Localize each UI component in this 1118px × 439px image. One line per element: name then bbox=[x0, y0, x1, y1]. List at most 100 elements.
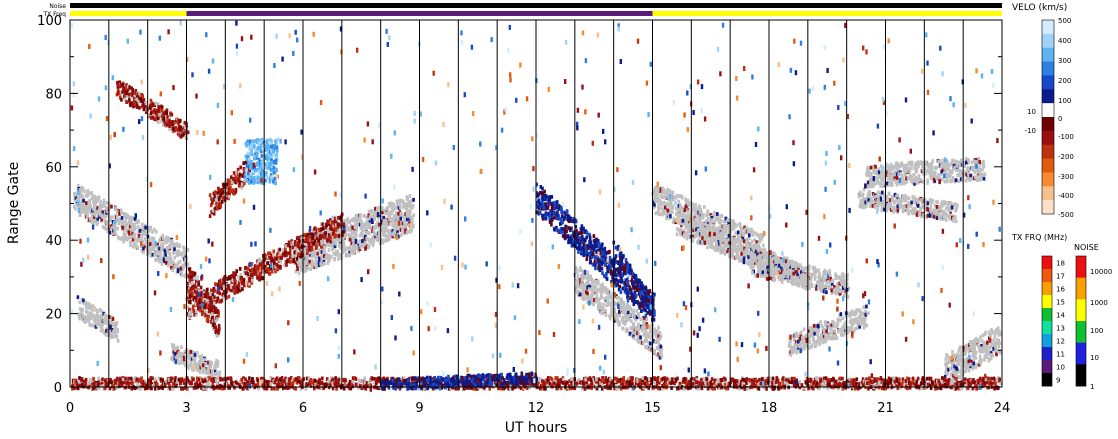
echo-cell-4567 bbox=[984, 330, 987, 335]
echo-cell-2155 bbox=[659, 347, 662, 351]
echo-cell-4442 bbox=[960, 359, 963, 363]
echo-cell-3510 bbox=[822, 271, 825, 276]
echo-cell-4196 bbox=[943, 179, 947, 184]
echo-cell-1550 bbox=[78, 316, 81, 321]
echo-cell-1876 bbox=[604, 313, 608, 317]
echo-cell-1165 bbox=[382, 221, 385, 226]
echo-cell-3719 bbox=[816, 324, 819, 328]
echo-cell-177 bbox=[105, 206, 108, 210]
echo-cell-1449 bbox=[189, 358, 192, 362]
echo-cell-3240 bbox=[752, 269, 755, 274]
echo-cell-2022 bbox=[634, 314, 637, 319]
echo-cell-918 bbox=[345, 252, 348, 257]
echo-cell-2721 bbox=[758, 238, 762, 243]
echo-cell-2190 bbox=[657, 196, 661, 201]
echo-cell-1684 bbox=[111, 317, 115, 321]
echo-cell-2032 bbox=[638, 323, 641, 328]
echo-cell-112 bbox=[93, 203, 97, 207]
echo-cell-3997 bbox=[889, 167, 893, 172]
echo-cell-3140 bbox=[785, 256, 789, 261]
echo-cell-473 bbox=[164, 240, 168, 245]
echo-cell-4139 bbox=[927, 163, 930, 167]
echo-cell-2199 bbox=[659, 186, 663, 191]
echo-cell-1130 bbox=[375, 210, 378, 215]
echo-cell-2873 bbox=[712, 245, 715, 250]
echo-cell-3839 bbox=[851, 329, 854, 333]
echo-cell-1239 bbox=[391, 232, 395, 236]
echo-cell-3478 bbox=[814, 284, 818, 288]
echo-cell-3702 bbox=[813, 323, 816, 328]
echo-cell-3996 bbox=[888, 169, 892, 174]
echo-cell-2069 bbox=[645, 317, 649, 322]
echo-cell-4824 bbox=[903, 203, 907, 208]
echo-cell-2813 bbox=[696, 223, 700, 228]
echo-cell-1181 bbox=[384, 223, 387, 228]
echo-cell-3432 bbox=[801, 272, 804, 277]
echo-cell-3476 bbox=[812, 272, 816, 277]
echo-cell-3035 bbox=[757, 246, 761, 251]
echo-cell-3814 bbox=[844, 320, 847, 325]
echo-cell-3795 bbox=[841, 325, 844, 330]
echo-cell-242 bbox=[119, 208, 123, 213]
echo-cell-123 bbox=[96, 217, 99, 222]
echo-cell-3332 bbox=[774, 265, 778, 270]
echo-cell-4062 bbox=[905, 176, 908, 181]
echo-cell-3250 bbox=[752, 253, 756, 258]
echo-cell-1253 bbox=[394, 222, 397, 226]
echo-cell-4151 bbox=[930, 162, 933, 166]
echo-cell-988 bbox=[354, 234, 358, 238]
echo-cell-1623 bbox=[97, 322, 100, 326]
echo-cell-444 bbox=[159, 238, 162, 243]
echo-cell-1459 bbox=[192, 357, 195, 362]
echo-cell-1961 bbox=[624, 312, 627, 316]
echo-cell-1714 bbox=[575, 268, 579, 272]
echo-cell-3889 bbox=[863, 321, 867, 326]
echo-cell-3651 bbox=[800, 345, 803, 350]
echo-cell-765 bbox=[323, 250, 327, 255]
echo-cell-1407 bbox=[178, 352, 181, 357]
echo-cell-2475 bbox=[712, 214, 715, 219]
echo-cell-3309 bbox=[768, 265, 772, 270]
echo-cell-4382 bbox=[950, 372, 953, 376]
echo-cell-3810 bbox=[844, 314, 848, 319]
echo-cell-1152 bbox=[380, 228, 383, 233]
echo-cell-10 bbox=[73, 192, 77, 197]
echo-cell-168 bbox=[104, 209, 107, 213]
echo-cell-3856 bbox=[855, 310, 858, 315]
echo-cell-4769 bbox=[890, 195, 894, 199]
echo-cell-228 bbox=[115, 215, 119, 220]
echo-cell-3312 bbox=[769, 272, 772, 277]
echo-cell-2833 bbox=[701, 236, 704, 241]
echo-cell-1209 bbox=[388, 233, 392, 238]
echo-cell-4287 bbox=[967, 172, 970, 176]
echo-cell-375 bbox=[145, 252, 149, 256]
echo-cell-4457 bbox=[963, 358, 967, 363]
echo-cell-2914 bbox=[726, 234, 729, 239]
echo-cell-288 bbox=[129, 224, 132, 229]
echo-cell-1390 bbox=[173, 352, 177, 356]
txfreq-strip-label: TX Freq bbox=[42, 11, 66, 18]
echo-cell-659 bbox=[307, 253, 310, 258]
echo-cell-3051 bbox=[763, 248, 767, 253]
echo-cell-4481 bbox=[967, 347, 970, 352]
echo-cell-3982 bbox=[886, 170, 889, 175]
echo-cell-2144 bbox=[658, 336, 662, 341]
echo-cell-4090 bbox=[912, 173, 915, 177]
echo-cell-1890 bbox=[608, 301, 611, 306]
echo-cell-4206 bbox=[945, 172, 948, 177]
echo-cell-1989 bbox=[628, 331, 632, 336]
echo-cell-4861 bbox=[915, 211, 919, 216]
echo-cell-3861 bbox=[857, 318, 860, 322]
echo-cell-1561 bbox=[81, 313, 84, 317]
echo-cell-2124 bbox=[653, 327, 656, 332]
echo-cell-4176 bbox=[937, 159, 940, 164]
echo-cell-4422 bbox=[955, 367, 959, 371]
echo-cell-3785 bbox=[836, 317, 840, 322]
echo-cell-2739 bbox=[676, 227, 679, 231]
echo-cell-3481 bbox=[815, 286, 818, 291]
echo-cell-4494 bbox=[969, 359, 972, 363]
echo-cell-4560 bbox=[983, 357, 986, 362]
echo-cell-1125 bbox=[375, 214, 378, 218]
echo-cell-1452 bbox=[189, 350, 193, 354]
